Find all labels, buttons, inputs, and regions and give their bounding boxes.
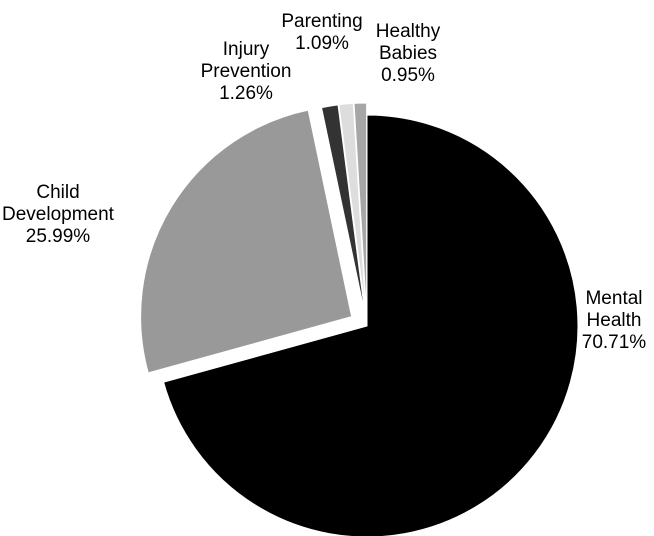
slice-name-label: Child xyxy=(36,182,79,203)
slice-value-label: 1.09% xyxy=(295,33,349,54)
pie-slice-injury-prevention xyxy=(320,104,366,315)
slice-value-label: 1.26% xyxy=(219,83,273,104)
slice-value-label: 70.71% xyxy=(582,332,647,353)
slice-value-label: 0.95% xyxy=(381,65,435,86)
slice-label-injury-prevention: Injury Prevention 1.26% xyxy=(201,39,292,104)
slice-name-label: Prevention xyxy=(201,61,292,82)
slice-name-label: Health xyxy=(587,310,642,331)
pie-slice-healthy-babies xyxy=(353,102,368,315)
slice-label-child-development: Child Development 25.99% xyxy=(2,182,115,247)
slice-label-mental-health: Mental Health 70.71% xyxy=(582,288,647,353)
slice-name-label: Healthy xyxy=(376,21,441,42)
slice-name-label: Parenting xyxy=(281,11,362,32)
slice-label-healthy-babies: Healthy Babies 0.95% xyxy=(376,21,441,86)
slice-name-label: Babies xyxy=(379,43,437,64)
slice-label-parenting: Parenting 1.09% xyxy=(281,11,362,54)
pie-slice-child-development xyxy=(140,109,353,374)
pie-slice-parenting xyxy=(338,102,367,315)
slice-labels: Mental Health 70.71% Child Development 25.99%… xyxy=(2,11,646,353)
pie-slices xyxy=(140,102,579,536)
slice-name-label: Injury xyxy=(223,39,270,60)
slice-name-label: Mental xyxy=(585,288,642,309)
slice-name-label: Development xyxy=(2,204,115,225)
slice-value-label: 25.99% xyxy=(26,226,91,247)
pie-slice-mental-health xyxy=(163,114,579,536)
